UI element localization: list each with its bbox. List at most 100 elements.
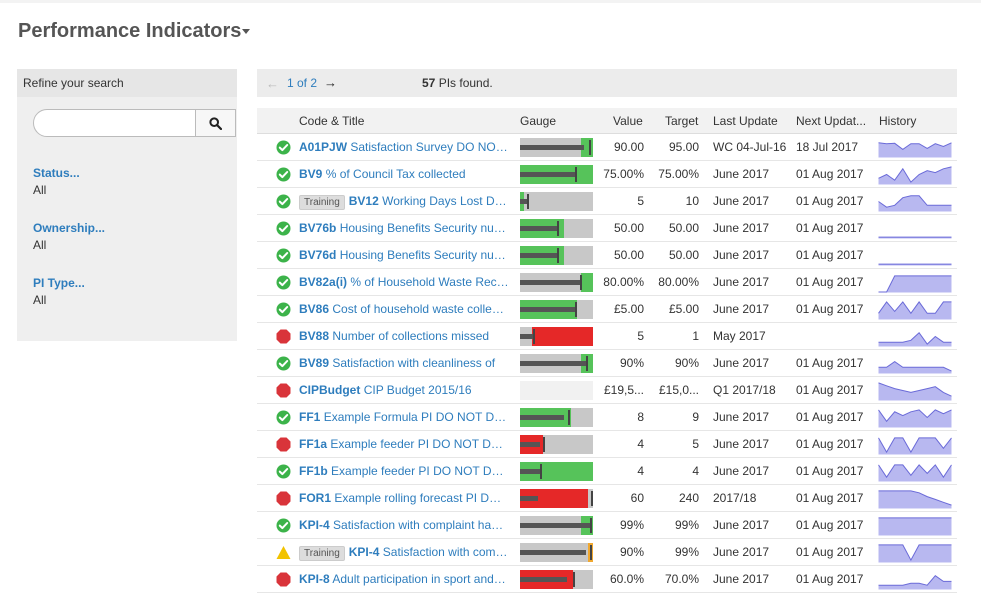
filter-pi-type: PI Type... All [33,276,85,307]
history-sparkline[interactable] [878,569,952,590]
gauge-bar [520,273,593,292]
pi-title-link[interactable]: CIPBudget CIP Budget 2015/16 [299,383,509,397]
check-circle-icon [276,518,291,533]
pi-code: KPI-4 [348,545,380,559]
history-sparkline[interactable] [878,542,952,563]
gauge-target-marker [575,167,577,182]
pi-title-link[interactable]: BV82a(i) % of Household Waste Recycled [299,275,509,289]
history-sparkline[interactable] [878,407,952,428]
filter-pi-type-link[interactable]: PI Type... [33,276,85,290]
history-area [878,332,952,347]
history-sparkline[interactable] [878,299,952,320]
search-input[interactable] [33,109,196,137]
pi-title-link[interactable]: FF1 Example Formula PI DO NOT DELETE [299,410,509,424]
page-indicator[interactable]: 1 of 2 [287,76,318,90]
pi-title-link[interactable]: FF1a Example feeder PI DO NOT DELETE [299,437,509,451]
pi-title-link[interactable]: A01PJW Satisfaction Survey DO NOT USE [299,140,509,154]
table-row[interactable]: KPI-8 Adult participation in sport and a… [257,566,957,593]
chevron-down-icon[interactable] [242,29,251,35]
table-row[interactable]: BV76d Housing Benefits Security number o… [257,242,957,269]
next-update: 01 Aug 2017 [796,464,864,478]
table-row[interactable]: KPI-4 Satisfaction with complaint handli… [257,512,957,539]
pi-title-link[interactable]: BV9 % of Council Tax collected [299,167,509,181]
gauge-bar [520,462,593,481]
pi-title-link[interactable]: BV76b Housing Benefits Security number o… [299,221,509,235]
pi-title-link[interactable]: FF1b Example feeder PI DO NOT DELETE [299,464,509,478]
pi-title: Example Formula PI DO NOT DELETE [323,410,509,424]
gauge-target-marker [557,248,559,263]
arrow-right-icon[interactable]: → [324,75,337,90]
table-row[interactable]: FF1b Example feeder PI DO NOT DELETE 4 4 Ju… [257,458,957,485]
pi-title-link[interactable]: KPI-4 Satisfaction with complaint handli… [299,518,509,532]
gauge-actual-marker [520,199,527,204]
column-header-target[interactable]: Target [665,114,699,128]
next-update: 01 Aug 2017 [796,248,864,262]
history-sparkline[interactable] [878,272,952,293]
column-header-value[interactable]: Value [613,114,643,128]
history-sparkline[interactable] [878,218,952,239]
filter-status-value: All [33,183,47,197]
pi-title-link[interactable]: BV89 Satisfaction with cleanliness of [299,356,509,370]
column-header-code-title[interactable]: Code & Title [299,114,365,128]
next-update: 01 Aug 2017 [796,518,864,532]
gauge-actual-marker [520,550,586,555]
last-update: June 2017 [713,545,770,559]
gauge-target-marker [557,221,559,236]
history-sparkline[interactable] [878,434,952,455]
filter-ownership-link[interactable]: Ownership... [33,221,106,235]
history-sparkline[interactable] [878,191,952,212]
pi-title-link[interactable]: BV88 Number of collections missed [299,329,509,343]
history-sparkline[interactable] [878,353,952,374]
history-area [878,195,952,212]
history-line [878,275,952,293]
check-circle-icon [276,248,291,263]
pi-title-link[interactable]: KPI-8 Adult participation in sport and a… [299,572,509,586]
history-area [878,490,952,509]
table-row[interactable]: FOR1 Example rolling forecast PI DO NOT … [257,485,957,512]
table-row[interactable]: BV86 Cost of household waste collection … [257,296,957,323]
history-sparkline[interactable] [878,137,952,158]
history-area [878,575,952,590]
column-header-last-update[interactable]: Last Update [713,114,778,128]
page-title[interactable]: Performance Indicators [18,20,251,43]
table-row[interactable]: FF1 Example Formula PI DO NOT DELETE 8 9 Ju… [257,404,957,431]
pi-title-link[interactable]: BV86 Cost of household waste collection … [299,302,509,316]
gauge-bar [520,327,593,346]
pi-value: 75.00% [603,167,644,181]
gauge-bar [520,165,593,184]
gauge-bar [520,570,593,589]
results-panel: ← 1 of 2 → 57 PIs found. Code & Title Ga… [257,69,957,593]
table-row[interactable]: BV82a(i) % of Household Waste Recycled 80… [257,269,957,296]
history-sparkline[interactable] [878,488,952,509]
column-header-next-update[interactable]: Next Updat... [796,114,867,128]
table-row[interactable]: CIPBudget CIP Budget 2015/16 £19,5... £15,… [257,377,957,404]
column-header-history[interactable]: History [879,114,917,128]
history-area [878,409,952,428]
pager-bar: ← 1 of 2 → 57 PIs found. [257,69,957,97]
table-row[interactable]: BV9 % of Council Tax collected 75.00% 75.0… [257,161,957,188]
check-circle-icon [276,464,291,479]
history-sparkline[interactable] [878,326,952,347]
search-button[interactable] [195,109,236,137]
table-row[interactable]: BV89 Satisfaction with cleanliness of 90%… [257,350,957,377]
pi-title-link[interactable]: FOR1 Example rolling forecast PI DO NOT … [299,491,509,505]
history-sparkline[interactable] [878,245,952,266]
history-sparkline[interactable] [878,515,952,536]
last-update: June 2017 [713,572,770,586]
history-sparkline[interactable] [878,380,952,401]
pi-title-link[interactable]: BV76d Housing Benefits Security number o… [299,248,509,262]
table-row[interactable]: BV76b Housing Benefits Security number o… [257,215,957,242]
history-sparkline[interactable] [878,461,952,482]
warning-triangle-icon [276,546,291,559]
table-row[interactable]: A01PJW Satisfaction Survey DO NOT USE 90.… [257,134,957,161]
table-row[interactable]: BV88 Number of collections missed 5 1 May 2… [257,323,957,350]
gauge-actual-marker [520,307,575,312]
filter-status-link[interactable]: Status... [33,166,80,180]
table-row[interactable]: FF1a Example feeder PI DO NOT DELETE 4 5 Ju… [257,431,957,458]
column-header-gauge[interactable]: Gauge [520,114,557,128]
history-sparkline[interactable] [878,164,952,185]
